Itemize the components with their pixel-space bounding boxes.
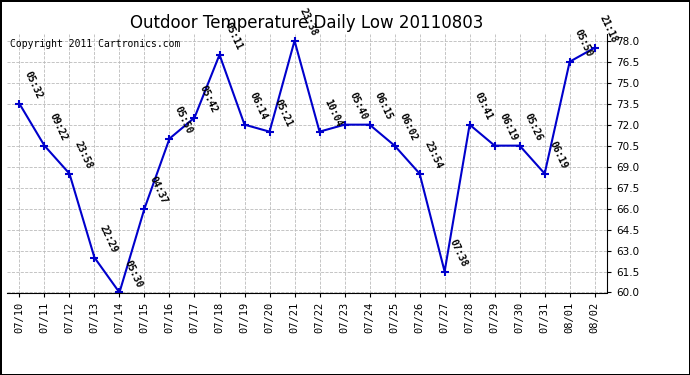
Text: 05:42: 05:42 — [197, 84, 219, 115]
Text: 04:37: 04:37 — [147, 175, 169, 206]
Text: 06:02: 06:02 — [397, 112, 419, 143]
Text: 07:38: 07:38 — [447, 238, 469, 269]
Text: Copyright 2011 Cartronics.com: Copyright 2011 Cartronics.com — [10, 39, 180, 49]
Text: 05:50: 05:50 — [573, 28, 594, 59]
Text: 06:14: 06:14 — [247, 91, 269, 122]
Text: 05:32: 05:32 — [22, 70, 43, 101]
Text: 06:19: 06:19 — [547, 140, 569, 171]
Text: 22:29: 22:29 — [97, 224, 119, 255]
Text: 09:22: 09:22 — [47, 112, 69, 143]
Text: 23:38: 23:38 — [297, 7, 319, 38]
Text: 05:50: 05:50 — [172, 105, 194, 136]
Text: 05:40: 05:40 — [347, 91, 369, 122]
Text: 05:26: 05:26 — [522, 112, 544, 143]
Text: 03:41: 03:41 — [473, 91, 494, 122]
Title: Outdoor Temperature Daily Low 20110803: Outdoor Temperature Daily Low 20110803 — [130, 14, 484, 32]
Text: 23:54: 23:54 — [422, 140, 444, 171]
Text: 05:21: 05:21 — [273, 98, 294, 129]
Text: 06:19: 06:19 — [497, 112, 519, 143]
Text: 23:58: 23:58 — [72, 140, 94, 171]
Text: 05:30: 05:30 — [122, 259, 144, 290]
Text: 10:04: 10:04 — [322, 98, 344, 129]
Text: 05:11: 05:11 — [222, 21, 244, 52]
Text: 21:18: 21:18 — [598, 14, 619, 45]
Text: 06:15: 06:15 — [373, 91, 394, 122]
